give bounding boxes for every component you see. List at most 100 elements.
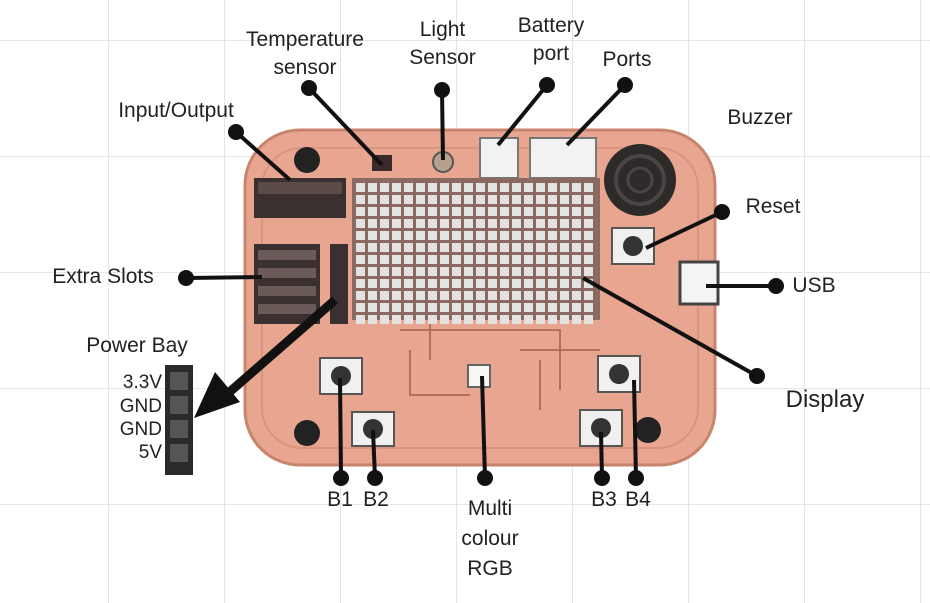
led-cell — [416, 279, 425, 288]
led-cell — [464, 315, 473, 324]
label-b4: B4 — [625, 488, 651, 511]
led-cell — [476, 183, 485, 192]
led-cell — [572, 183, 581, 192]
led-cell — [512, 195, 521, 204]
led-cell — [428, 303, 437, 312]
led-cell — [584, 183, 593, 192]
led-cell — [356, 315, 365, 324]
led-cell — [404, 207, 413, 216]
led-cell — [584, 255, 593, 264]
led-cell — [464, 231, 473, 240]
led-cell — [440, 267, 449, 276]
led-cell — [392, 303, 401, 312]
led-cell — [536, 207, 545, 216]
led-cell — [440, 231, 449, 240]
led-cell — [488, 195, 497, 204]
led-cell — [404, 315, 413, 324]
ports-connector — [529, 137, 597, 179]
led-cell — [548, 243, 557, 252]
label-multi-colour-rgb: Multi colour RGB — [461, 497, 519, 580]
led-cell — [500, 303, 509, 312]
rgb-led-component — [467, 364, 491, 388]
led-cell — [500, 231, 509, 240]
power-bay-connector — [165, 365, 193, 475]
led-cell — [380, 243, 389, 252]
led-cell — [488, 291, 497, 300]
usb-connector — [678, 260, 720, 306]
led-cell — [428, 231, 437, 240]
led-cell — [572, 279, 581, 288]
leader-temperature — [307, 86, 384, 167]
label-battery-port: Battery port — [517, 14, 585, 65]
led-cell — [512, 183, 521, 192]
led-cell — [428, 207, 437, 216]
leader-b2 — [371, 429, 377, 479]
led-cell — [428, 291, 437, 300]
led-cell — [380, 183, 389, 192]
led-cell — [416, 315, 425, 324]
led-cell — [356, 291, 365, 300]
led-cell — [416, 195, 425, 204]
led-cell — [476, 315, 485, 324]
led-cell — [464, 291, 473, 300]
led-cell — [464, 243, 473, 252]
label-reset: Reset — [745, 195, 801, 218]
led-cell — [464, 303, 473, 312]
led-cell — [500, 207, 509, 216]
led-cell — [560, 195, 569, 204]
label-usb: USB — [792, 274, 836, 297]
power-bay-arrow — [194, 296, 338, 418]
led-cell — [512, 315, 521, 324]
extra-slots — [254, 244, 348, 324]
led-cell — [512, 255, 521, 264]
led-cell — [536, 303, 545, 312]
led-cell — [380, 255, 389, 264]
led-cell — [476, 267, 485, 276]
led-cell — [368, 267, 377, 276]
led-cell — [440, 279, 449, 288]
led-cell — [416, 243, 425, 252]
led-cell — [584, 207, 593, 216]
led-cell — [464, 195, 473, 204]
led-cell — [584, 315, 593, 324]
led-cell — [536, 267, 545, 276]
led-cell — [404, 291, 413, 300]
led-cell — [488, 219, 497, 228]
led-cell — [548, 303, 557, 312]
led-cell — [548, 219, 557, 228]
led-cell — [440, 303, 449, 312]
power-pin-label: 3.3V — [122, 372, 162, 393]
led-cell — [452, 207, 461, 216]
label-temperature-sensor: Temperature sensor — [246, 28, 364, 79]
led-cell — [584, 303, 593, 312]
led-cell — [548, 231, 557, 240]
led-cell — [452, 279, 461, 288]
label-buzzer: Buzzer — [727, 106, 793, 129]
led-cell — [500, 243, 509, 252]
led-cell — [380, 291, 389, 300]
led-cell — [536, 315, 545, 324]
led-cell — [524, 255, 533, 264]
led-cell — [428, 267, 437, 276]
led-cell — [476, 207, 485, 216]
led-cell — [416, 219, 425, 228]
led-cell — [452, 243, 461, 252]
led-cell — [584, 219, 593, 228]
led-cell — [356, 243, 365, 252]
led-cell — [512, 303, 521, 312]
leader-extra-slots — [185, 275, 263, 280]
led-cell — [452, 255, 461, 264]
led-cell — [440, 315, 449, 324]
led-cell — [392, 267, 401, 276]
led-cell — [392, 207, 401, 216]
led-cell — [524, 267, 533, 276]
led-cell — [488, 183, 497, 192]
led-cell — [500, 267, 509, 276]
label-light-sensor: Light Sensor — [409, 18, 476, 69]
led-cell — [548, 207, 557, 216]
led-cell — [368, 207, 377, 216]
led-cell — [452, 267, 461, 276]
led-cell — [560, 207, 569, 216]
led-cell — [572, 255, 581, 264]
led-cell — [584, 279, 593, 288]
